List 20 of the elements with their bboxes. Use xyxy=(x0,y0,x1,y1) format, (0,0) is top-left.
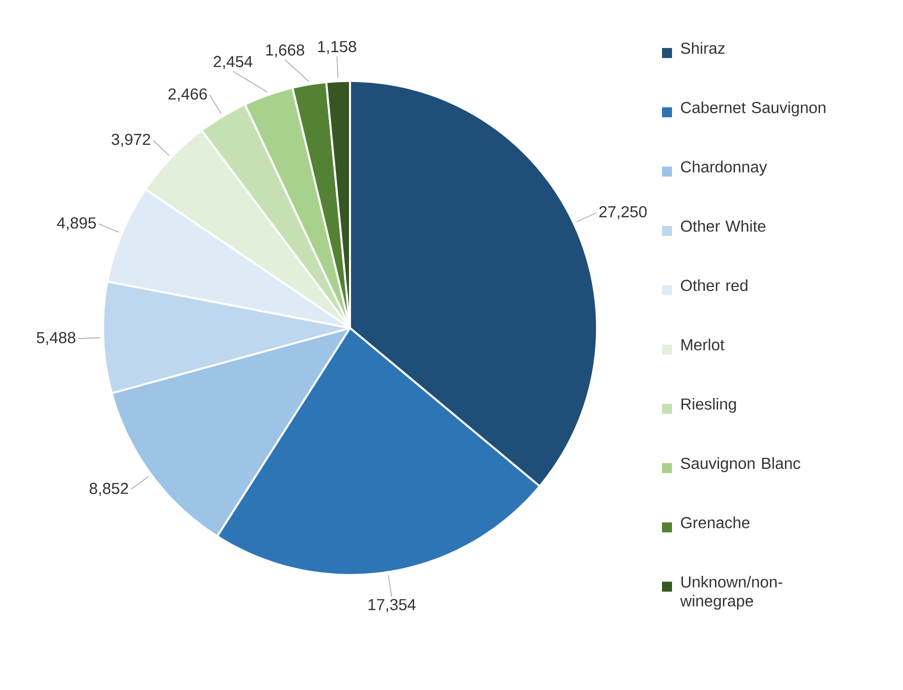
data-label: 1,668 xyxy=(266,44,304,58)
legend-label: Merlot xyxy=(682,338,724,350)
legend-label: Unknown/non-winegrape xyxy=(680,576,782,610)
legend-label: Other red xyxy=(680,279,748,292)
legend-label: Chardonnay xyxy=(681,160,768,176)
data-label: 3,972 xyxy=(112,134,150,147)
legend-label: Sauvignon Blanc xyxy=(680,457,800,472)
data-label: 17,354 xyxy=(368,598,416,612)
legend-label: Grenache xyxy=(681,516,750,528)
data-label: 27,250 xyxy=(599,206,647,220)
data-label: 2,454 xyxy=(214,56,252,70)
legend-label: Cabernet Sauvignon xyxy=(681,101,826,116)
data-label: 8,852 xyxy=(90,482,128,496)
legend-label: Other White xyxy=(680,220,766,232)
data-label: 5,488 xyxy=(36,332,76,346)
data-label: 1,158 xyxy=(318,40,356,54)
legend-label: Riesling xyxy=(682,398,736,413)
legend-label: Shiraz xyxy=(680,42,725,54)
data-label: 2,466 xyxy=(168,88,207,102)
data-label: 4,895 xyxy=(57,217,96,230)
